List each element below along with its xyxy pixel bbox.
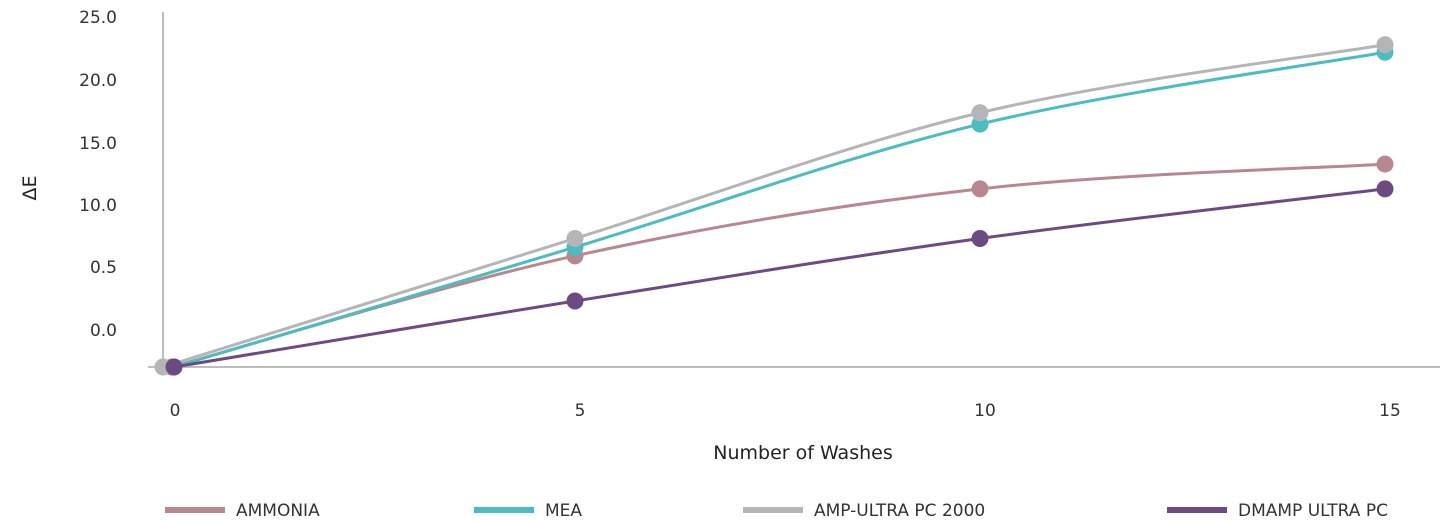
legend-label: DMAMP ULTRA PC [1238, 501, 1388, 521]
series-ammonia [163, 155, 1394, 376]
legend-label: AMMONIA [236, 501, 320, 521]
legend-item: DMAMP ULTRA PC [1167, 501, 1388, 521]
series-dmamp-ultra-pc [165, 180, 1394, 376]
y-tick-label: 10.0 [79, 196, 117, 216]
data-point [165, 358, 183, 376]
data-point [1376, 36, 1394, 54]
x-tick-label: 5 [575, 401, 586, 421]
data-point [971, 229, 989, 247]
y-tick-label: 20.0 [79, 71, 117, 91]
y-tick-label: 0.5 [90, 258, 117, 278]
legend-item: AMMONIA [165, 501, 320, 521]
legend: AMMONIA MEA AMP-ULTRA PC 2000 DMAMP ULTRA P… [165, 501, 1388, 521]
x-tick-labels: 0 5 10 15 [170, 401, 1401, 421]
series-line [173, 187, 1386, 369]
legend-label: AMP-ULTRA PC 2000 [814, 501, 985, 521]
y-tick-label: 0.0 [90, 321, 117, 341]
data-point [971, 180, 989, 198]
x-tick-label: 15 [1379, 401, 1401, 421]
x-tick-label: 10 [974, 401, 996, 421]
data-point [971, 104, 989, 122]
series-layer [154, 36, 1394, 376]
series-line [162, 43, 1386, 369]
data-point [1376, 180, 1394, 198]
series-amp-ultra-pc-2000 [154, 36, 1394, 376]
data-point [566, 292, 584, 310]
legend-item: AMP-ULTRA PC 2000 [743, 501, 985, 521]
series-line [173, 50, 1386, 369]
y-tick-label: 25.0 [79, 8, 117, 28]
data-point [1376, 155, 1394, 173]
x-axis-title: Number of Washes [713, 442, 892, 464]
y-tick-label: 15.0 [79, 134, 117, 154]
y-tick-labels: 0.0 0.5 10.0 15.0 20.0 25.0 [79, 8, 117, 341]
x-tick-label: 0 [170, 401, 181, 421]
legend-item: MEA [474, 501, 582, 521]
legend-label: MEA [545, 501, 582, 521]
data-point [566, 229, 584, 247]
y-axis-title: ΔE [19, 175, 41, 200]
